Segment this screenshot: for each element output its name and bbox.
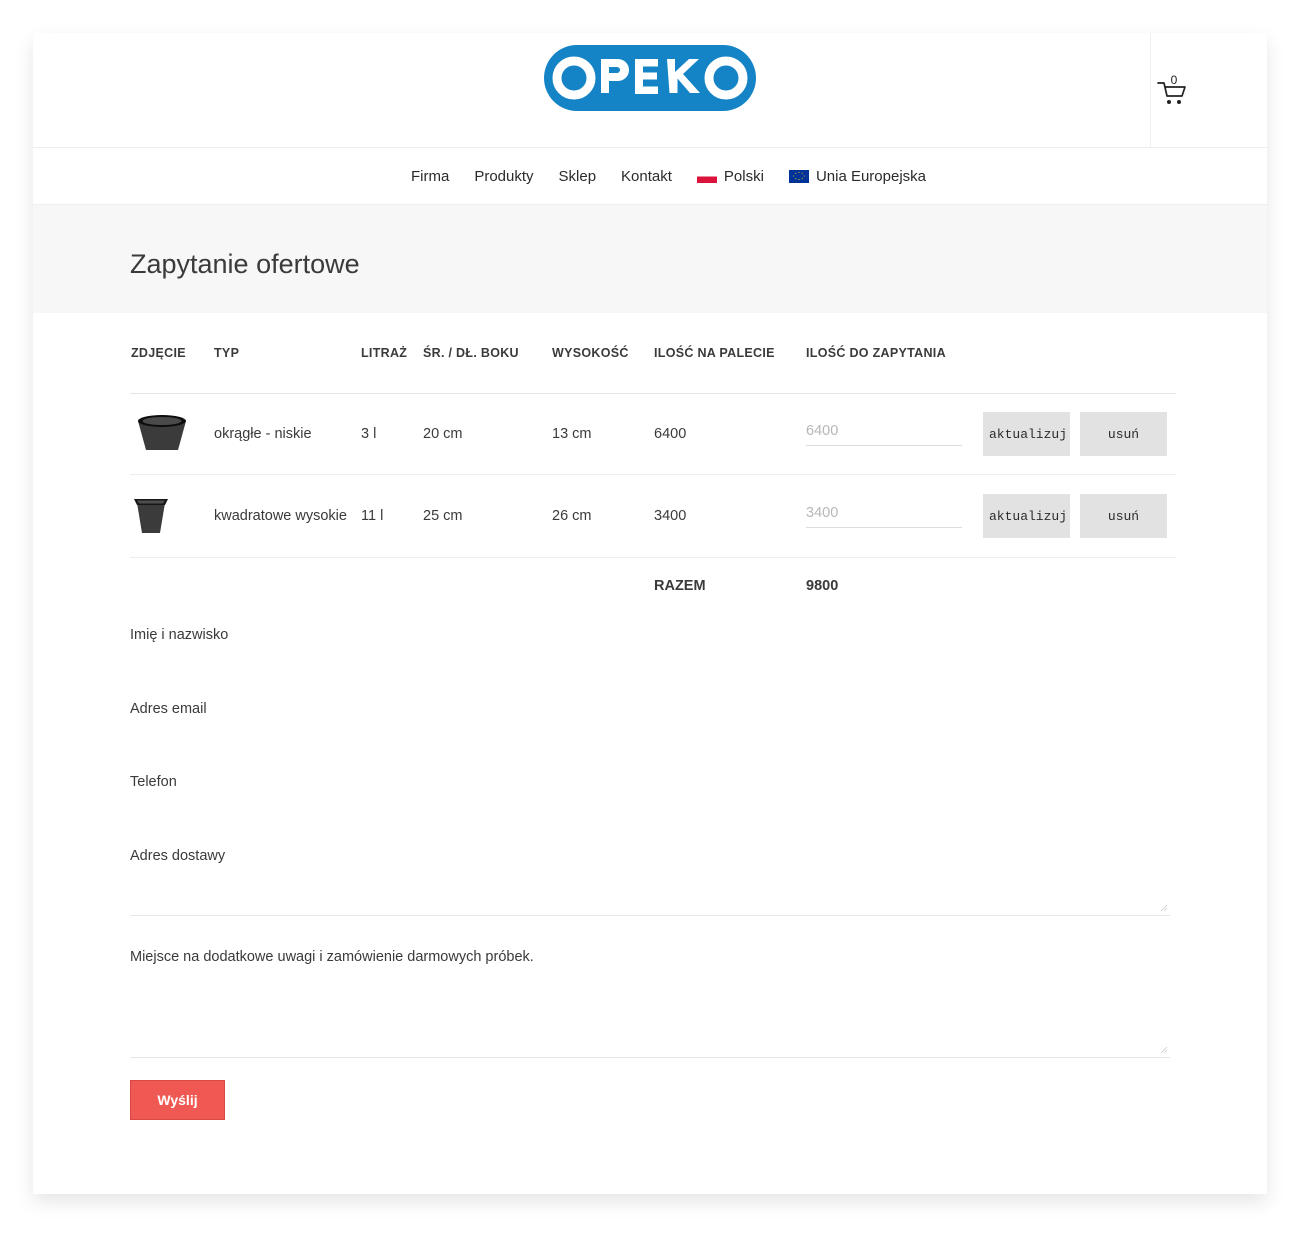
svg-text:0: 0 (1171, 73, 1178, 87)
